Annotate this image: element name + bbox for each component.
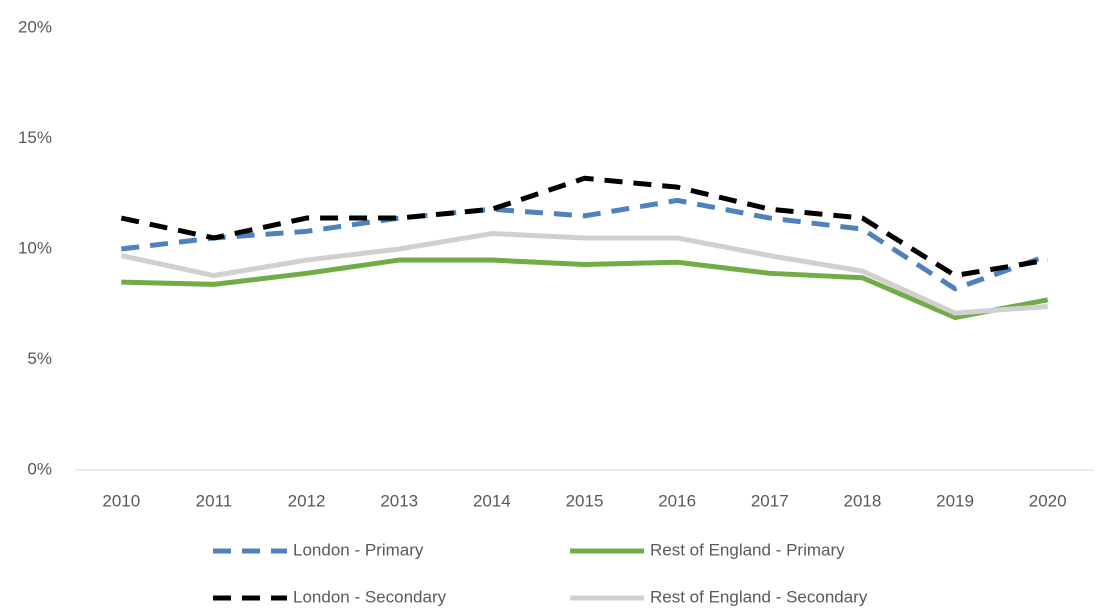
legend-label: London - Primary [293,540,424,559]
x-tick-label: 2014 [473,491,511,510]
x-tick-label: 2012 [288,491,326,510]
x-tick-label: 2018 [843,491,881,510]
x-tick-label: 2011 [196,491,233,510]
series-line [121,257,1049,321]
x-tick-label: 2015 [566,491,604,510]
y-tick-label: 15% [18,128,52,147]
x-tick-label: 2013 [380,491,418,510]
legend-label: Rest of England - Secondary [650,587,868,606]
x-tick-label: 2016 [658,491,696,510]
x-tick-label: 2017 [751,491,789,510]
x-tick-label: 2020 [1029,491,1067,510]
y-tick-label: 20% [18,17,52,36]
legend-label: Rest of England - Primary [650,540,845,559]
y-tick-label: 0% [27,459,52,478]
y-tick-label: 10% [18,238,52,257]
x-tick-label: 2019 [936,491,974,510]
x-tick-label: 2010 [102,491,140,510]
series-line [120,231,1048,316]
series-line [121,197,1049,292]
y-tick-label: 5% [27,349,52,368]
series-line [120,175,1049,279]
legend-label: London - Secondary [293,587,447,606]
